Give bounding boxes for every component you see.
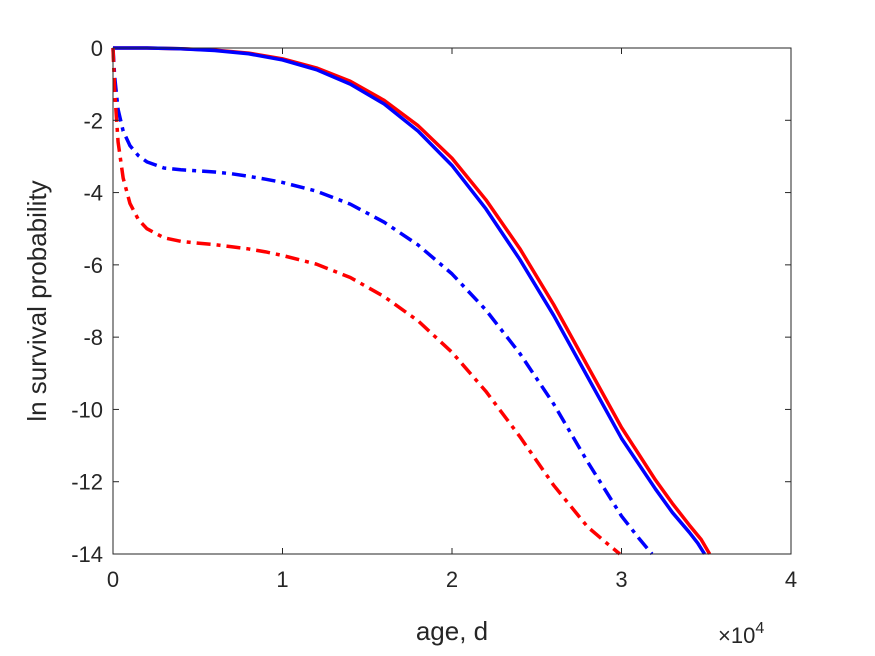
plot-area [113,48,791,554]
x-axis-multiplier: ×104 [718,620,764,648]
series-line-2 [113,46,707,555]
x-tick-label: 1 [276,567,288,592]
y-tick-label: -10 [71,397,103,422]
y-tick-label: 0 [91,36,103,61]
x-axis-multiplier-exponent: 4 [755,620,764,637]
x-axis-multiplier-base: ×10 [718,623,755,648]
series-layer [111,46,712,556]
y-tick-label: -8 [83,325,103,350]
series-line-4 [111,47,621,556]
x-tick-label: 3 [615,567,627,592]
x-tick-label: 4 [785,567,797,592]
y-tick-label: -14 [71,542,103,567]
x-axis-label: age, d [416,616,488,646]
series-line-3 [111,47,654,556]
x-tick-label: 2 [446,567,458,592]
y-tick-label: -2 [83,108,103,133]
y-tick-label: -12 [71,470,103,495]
y-tick-label: -4 [83,181,103,206]
y-axis-label: ln survival probability [22,180,52,421]
y-tick-label: -6 [83,253,103,278]
ticks-layer: 0 1 2 3 4 0 -2 -4 -6 -8 -10 -12 -14 [71,36,797,592]
x-tick-label: 0 [107,567,119,592]
